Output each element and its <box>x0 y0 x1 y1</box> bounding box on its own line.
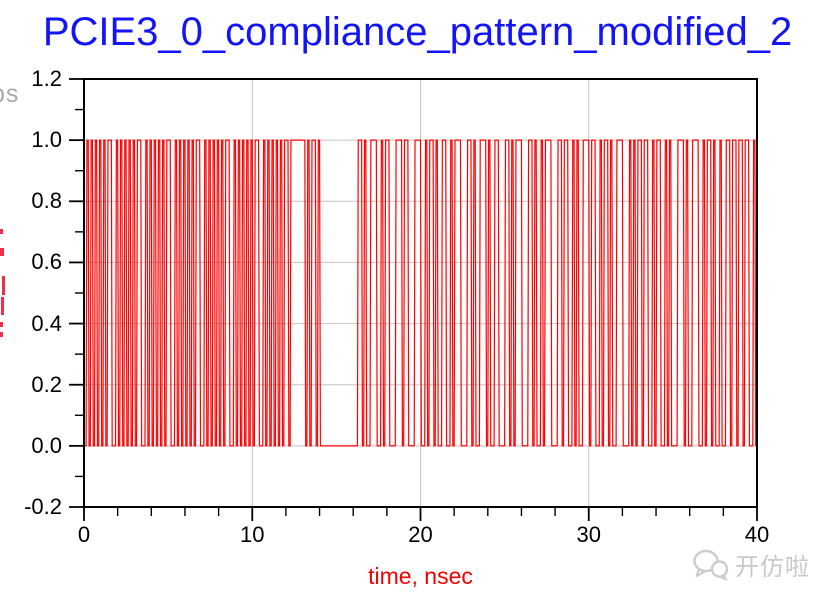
y-tick-label: 0.2 <box>31 371 62 397</box>
y-tick-label: 1.2 <box>31 66 62 91</box>
x-axis-title: time, nsec <box>368 563 473 589</box>
x-tick-label: 0 <box>77 522 91 547</box>
y-tick-label: 0.8 <box>31 188 62 214</box>
y-tick-label: 0.6 <box>31 249 62 275</box>
waveform-trace <box>84 139 757 447</box>
x-tick-label: 40 <box>744 522 770 547</box>
watermark-text: 开仿啦 <box>735 554 810 581</box>
chat-bubbles-icon <box>693 549 729 581</box>
x-tick-label: 30 <box>576 522 601 547</box>
y-tick-label: 1.0 <box>31 127 62 153</box>
y-tick-label: -0.2 <box>24 494 62 519</box>
plot-title: PCIE3_0_compliance_pattern_modified_2 <box>42 10 793 54</box>
y-tick-label: 0.0 <box>31 432 62 458</box>
y-tick-label: 0.4 <box>31 310 62 336</box>
watermark: 开仿啦 <box>692 547 810 582</box>
x-tick-label: 10 <box>240 522 265 547</box>
clipped-unit-label: ps <box>0 80 20 108</box>
x-tick-label: 20 <box>408 522 433 547</box>
